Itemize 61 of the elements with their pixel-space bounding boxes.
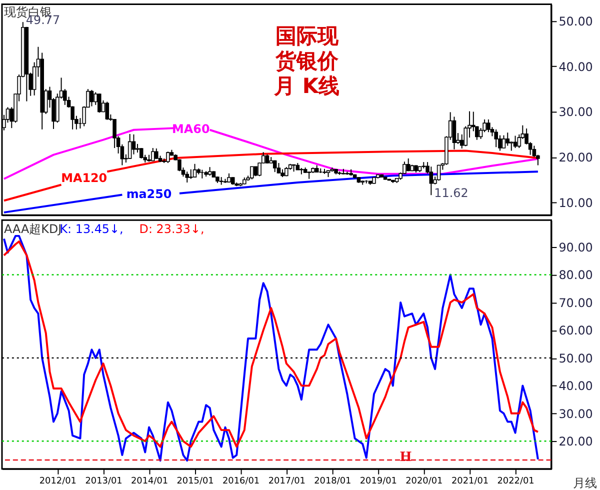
y-tick-label: 30.00	[558, 105, 593, 120]
x-tick-label: 2012/01	[39, 476, 76, 486]
y-tick-label: 40.00	[558, 60, 593, 74]
y-tick-label: 50.00	[558, 14, 593, 28]
candlestick	[406, 158, 410, 172]
candlestick	[436, 164, 441, 182]
candlestick	[276, 162, 281, 174]
x-tick-label: 2016/01	[222, 476, 260, 486]
candlestick	[105, 101, 110, 120]
x-tick-label: 2017/01	[268, 476, 306, 486]
candlestick	[254, 166, 258, 177]
candlestick	[506, 132, 510, 146]
candlestick	[154, 148, 158, 160]
y-tick-label: 90.00	[558, 240, 593, 255]
y-tick-label: 80.00	[558, 268, 593, 282]
x-tick-label: 2014/01	[130, 476, 168, 486]
candlestick	[132, 134, 136, 155]
y-tick-label: 70.00	[558, 296, 593, 310]
candlestick	[429, 166, 434, 196]
y-tick-label: 60.00	[558, 324, 593, 338]
x-tick-label: 2019/01	[360, 476, 397, 486]
candlestick	[250, 166, 254, 180]
candlestick	[188, 168, 193, 180]
candlestick	[509, 141, 514, 152]
candlestick	[166, 151, 170, 164]
candlestick	[128, 133, 132, 160]
series-label: MA120	[61, 171, 108, 186]
candlestick	[139, 148, 144, 159]
y-tick-label: 50.00	[558, 351, 593, 366]
candlestick	[265, 154, 270, 164]
y-tick-label: 20.00	[558, 150, 593, 165]
text: 月线	[573, 476, 598, 490]
x-tick-label: 2020/01	[406, 476, 443, 486]
text: K: 13.45↓,	[60, 222, 124, 236]
candlestick	[486, 118, 490, 133]
ref-line-label: H	[400, 450, 412, 466]
y-tick-label: 10.00	[558, 196, 593, 210]
x-tick-label: 2013/01	[85, 476, 122, 486]
candlestick	[151, 148, 155, 162]
annotation: 11.62	[434, 186, 468, 200]
y-tick-label: 40.00	[558, 379, 593, 394]
x-tick-label: 2022/01	[497, 476, 534, 486]
x-tick-label: 2018/01	[314, 476, 352, 486]
y-tick-label: 30.00	[558, 406, 593, 421]
candlestick	[90, 89, 94, 107]
candlestick	[192, 163, 197, 178]
candlestick	[502, 134, 506, 149]
y-tick-label: 20.00	[558, 434, 593, 449]
candlestick	[185, 171, 190, 183]
candlestick	[494, 128, 498, 148]
x-tick-label: 2021/01	[451, 476, 489, 486]
candlestick	[97, 93, 102, 114]
candlestick	[227, 172, 231, 183]
candlestick	[513, 135, 518, 149]
x-tick-label: 2015/01	[176, 476, 214, 486]
text: D: 23.33↓,	[139, 222, 204, 236]
chart-title: AAA超KDJ	[4, 222, 62, 236]
candlestick	[452, 116, 456, 150]
text: 国际现货银价月 K线	[273, 24, 340, 98]
series-label: MA60	[172, 122, 210, 136]
series-label: ma250	[126, 187, 172, 202]
